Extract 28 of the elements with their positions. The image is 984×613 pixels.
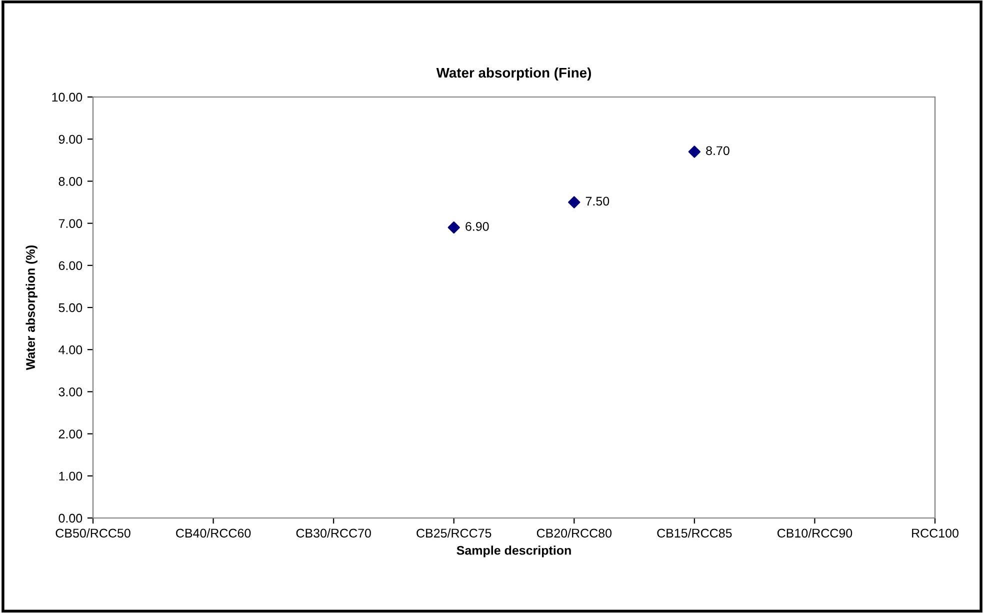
x-tick-label: CB40/RCC60 bbox=[176, 528, 251, 538]
x-tick-label: RCC100 bbox=[912, 528, 958, 538]
y-tick-label: 8.00 bbox=[58, 177, 82, 186]
point bbox=[688, 146, 701, 158]
y-tick-label: 2.00 bbox=[58, 430, 82, 438]
y-tick-label: 5.00 bbox=[58, 303, 82, 312]
x-tick-label: CB25/RCC75 bbox=[416, 528, 492, 538]
x-tick-label: CB10/RCC90 bbox=[777, 528, 852, 538]
data-label: 6.90 bbox=[466, 222, 489, 231]
point bbox=[568, 196, 580, 208]
y-tick-label: 9.00 bbox=[58, 134, 82, 144]
x-axis-title: Sample description bbox=[456, 546, 571, 558]
y-axis-title: Water absorption (%) bbox=[26, 246, 38, 370]
y-tick-label: 6.00 bbox=[58, 261, 82, 270]
y-tick-label: 10.00 bbox=[52, 92, 82, 102]
y-tick-label: 1.00 bbox=[59, 472, 82, 481]
x-tick-label: CB50/RCC50 bbox=[56, 528, 130, 538]
y-tick-label: 3.00 bbox=[58, 388, 82, 396]
data-label: 7.50 bbox=[586, 196, 610, 206]
point bbox=[448, 221, 460, 234]
x-tick-label: CB20/RCC80 bbox=[536, 528, 612, 538]
data-label: 8.70 bbox=[706, 146, 730, 156]
y-tick-label: 7.00 bbox=[58, 219, 82, 228]
x-tick-label: CB15/RCC85 bbox=[657, 528, 732, 538]
y-tick-label: 4.00 bbox=[58, 345, 82, 354]
y-tick-label: 0.00 bbox=[58, 514, 82, 523]
x-tick-label: CB30/RCC70 bbox=[296, 528, 371, 538]
chart-title: Water absorption (Fine) bbox=[436, 67, 591, 80]
